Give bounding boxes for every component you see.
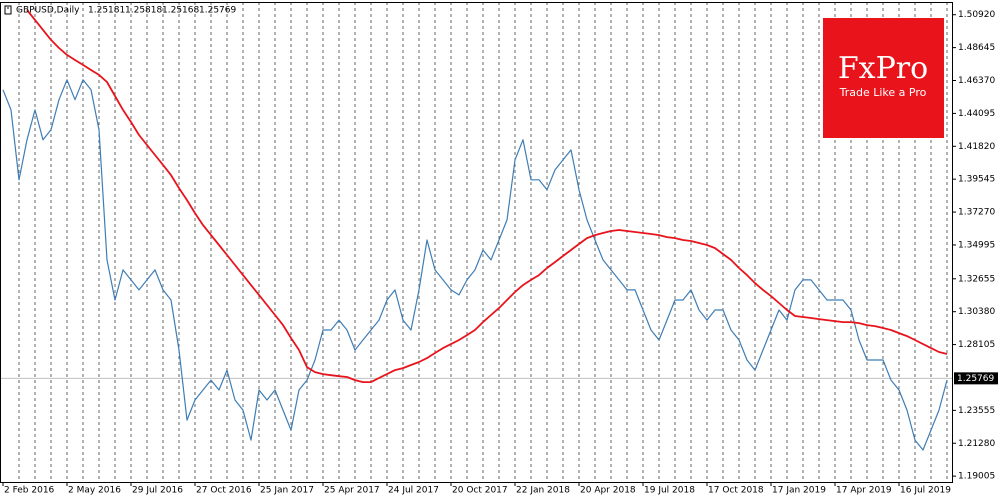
- plot-frame: [0, 2, 953, 483]
- x-tick-label: 22 Jan 2018: [516, 486, 570, 496]
- series-line: [26, 9, 948, 383]
- header: GBPUSD,Daily 1.25181 1.25818 1.25168 1.2…: [4, 5, 236, 16]
- x-tick-label: 29 Jul 2016: [132, 486, 183, 496]
- y-tick-label: 1.37270: [958, 208, 995, 218]
- last-price-label: 1.25769: [957, 374, 994, 384]
- low: 1.25168: [162, 6, 199, 16]
- last-price-box: [954, 372, 998, 385]
- y-tick-label: 1.50920: [958, 10, 995, 20]
- series-line: [2, 79, 948, 451]
- y-tick-label: 1.34995: [958, 240, 995, 250]
- open: 1.25181: [88, 6, 125, 16]
- y-tick-label: 1.21280: [958, 439, 995, 449]
- logo-tagline: Trade Like a Pro: [839, 86, 927, 99]
- y-tick-label: 1.30380: [958, 307, 995, 317]
- y-tick-label: 1.48645: [958, 43, 995, 53]
- x-tick-label: 24 Jul 2017: [388, 486, 439, 496]
- x-tick-label: 16 Jul 2019: [900, 486, 951, 496]
- y-tick-label: 1.39545: [958, 175, 995, 185]
- symbol-icon: [4, 5, 12, 15]
- symbol: GBPUSD,Daily: [16, 6, 80, 16]
- marks: [2, 9, 948, 451]
- x-tick-label: 20 Oct 2017: [452, 486, 508, 496]
- y-tick-label: 1.46370: [958, 76, 995, 86]
- x-tick-label: 2 May 2016: [68, 486, 121, 496]
- y-tick-label: 1.32655: [958, 274, 995, 284]
- x-tick-label: 25 Apr 2017: [324, 486, 380, 496]
- x-tick-label: 19 Jul 2018: [644, 486, 695, 496]
- y-tick-label: 1.23555: [958, 406, 995, 416]
- close: 1.25769: [199, 6, 236, 16]
- y-tick-label: 1.41820: [958, 142, 995, 152]
- x-tick-label: 17 Apr 2019: [836, 486, 892, 496]
- x-tick-label: 17 Oct 2018: [708, 486, 764, 496]
- logo-brand: FxPro: [838, 51, 928, 86]
- y-tick-label: 1.19005: [958, 472, 995, 482]
- x-tick-label: 2 Feb 2016: [4, 486, 55, 496]
- logo: FxPro Trade Like a Pro: [823, 18, 944, 138]
- x-tick-label: 20 Apr 2018: [580, 486, 636, 496]
- x-tick-label: 27 Oct 2016: [196, 486, 252, 496]
- y-tick-label: 1.28105: [958, 340, 995, 350]
- x-tick-label: 17 Jan 2019: [772, 486, 826, 496]
- logo-box: [823, 18, 944, 138]
- y-tick-label: 1.44095: [958, 109, 995, 119]
- x-tick-label: 25 Jan 2017: [260, 486, 314, 496]
- high: 1.25818: [125, 6, 162, 16]
